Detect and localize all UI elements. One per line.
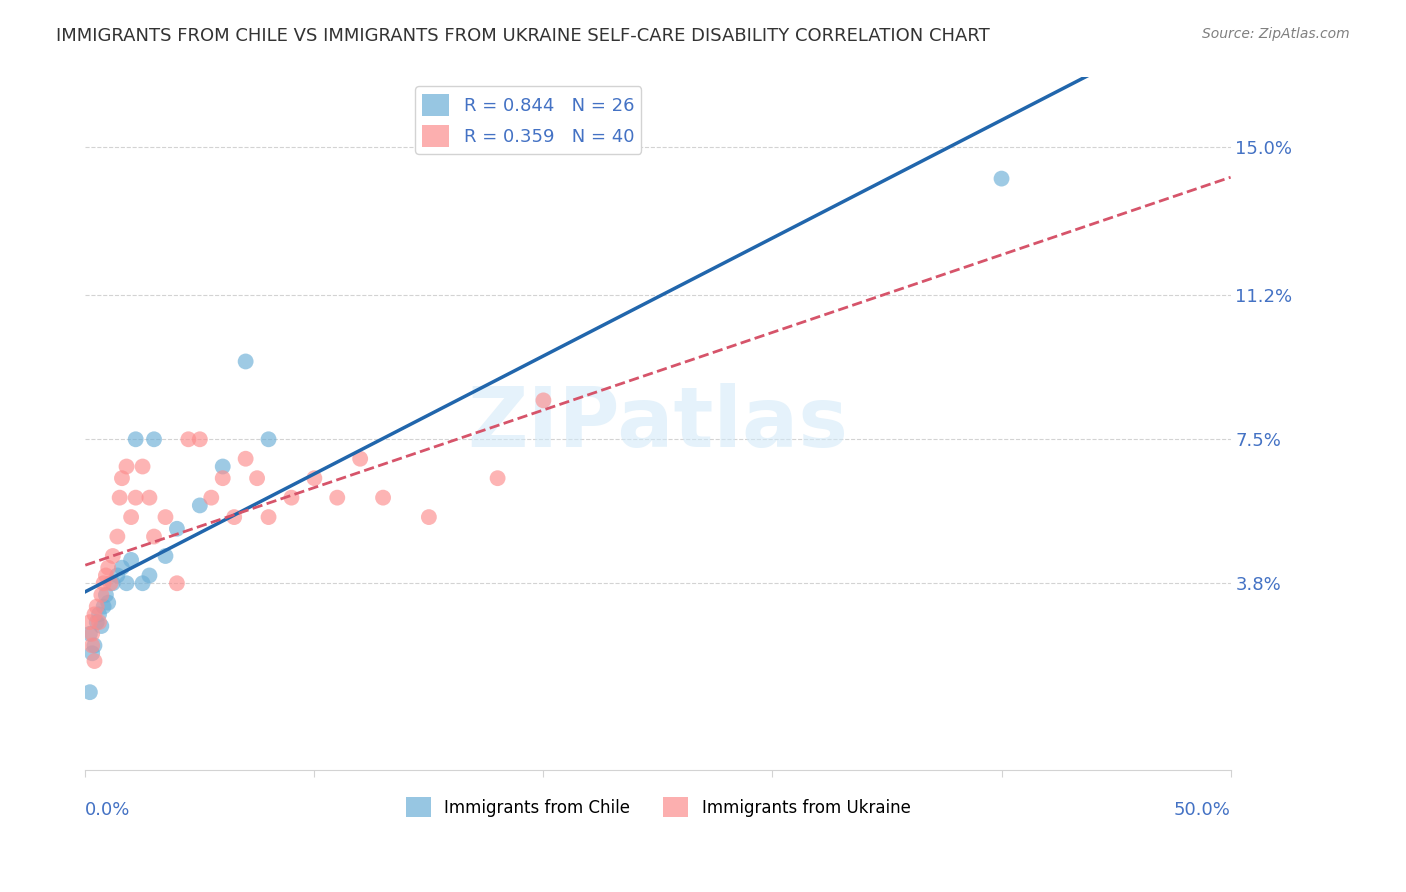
Point [257, 510, 280, 524]
Point [79, 627, 101, 641]
Point [82, 639, 104, 653]
Legend: Immigrants from Chile, Immigrants from Ukraine: Immigrants from Chile, Immigrants from U… [399, 790, 917, 824]
Point [235, 451, 257, 466]
Point [101, 576, 124, 591]
Point [326, 491, 349, 505]
Point [83, 639, 105, 653]
Point [93, 576, 115, 591]
Point [143, 432, 166, 446]
Point [304, 471, 326, 485]
Point [280, 491, 302, 505]
Point [177, 432, 200, 446]
Point [138, 491, 160, 505]
Point [155, 510, 177, 524]
Point [87, 615, 110, 629]
Point [371, 491, 394, 505]
Text: IMMIGRANTS FROM CHILE VS IMMIGRANTS FROM UKRAINE SELF-CARE DISABILITY CORRELATIO: IMMIGRANTS FROM CHILE VS IMMIGRANTS FROM… [56, 27, 990, 45]
Point [120, 553, 142, 567]
Point [246, 471, 269, 485]
Point [94, 588, 117, 602]
Point [235, 354, 257, 368]
Text: 50.0%: 50.0% [1174, 800, 1230, 819]
Point [486, 471, 509, 485]
Point [108, 491, 131, 505]
Point [120, 510, 142, 524]
Point [200, 491, 222, 505]
Point [211, 459, 233, 474]
Point [82, 646, 104, 660]
Point [90, 588, 112, 602]
Point [86, 599, 108, 614]
Point [990, 171, 1012, 186]
Text: 0.0%: 0.0% [86, 800, 131, 819]
Point [188, 499, 211, 513]
Point [349, 451, 371, 466]
Point [105, 530, 128, 544]
Point [143, 530, 166, 544]
Point [79, 685, 101, 699]
Text: ZIPatlas: ZIPatlas [467, 384, 848, 464]
Point [105, 568, 128, 582]
Point [111, 471, 134, 485]
Point [418, 510, 440, 524]
Point [125, 432, 148, 446]
Point [166, 522, 188, 536]
Point [131, 459, 153, 474]
Point [257, 432, 280, 446]
Point [83, 607, 105, 622]
Point [86, 615, 108, 629]
Point [115, 576, 138, 591]
Point [531, 393, 554, 408]
Point [97, 596, 120, 610]
Point [100, 576, 122, 591]
Point [155, 549, 177, 563]
Point [94, 568, 117, 582]
Point [211, 471, 233, 485]
Text: Source: ZipAtlas.com: Source: ZipAtlas.com [1202, 27, 1350, 41]
Point [97, 560, 120, 574]
Point [90, 619, 112, 633]
Point [125, 491, 148, 505]
Point [138, 568, 160, 582]
Point [115, 459, 138, 474]
Point [93, 599, 115, 614]
Point [79, 615, 101, 629]
Point [188, 432, 211, 446]
Point [83, 654, 105, 668]
Point [131, 576, 153, 591]
Point [101, 549, 124, 563]
Point [166, 576, 188, 591]
Point [87, 607, 110, 622]
Point [224, 510, 246, 524]
Point [111, 560, 134, 574]
Point [82, 627, 104, 641]
